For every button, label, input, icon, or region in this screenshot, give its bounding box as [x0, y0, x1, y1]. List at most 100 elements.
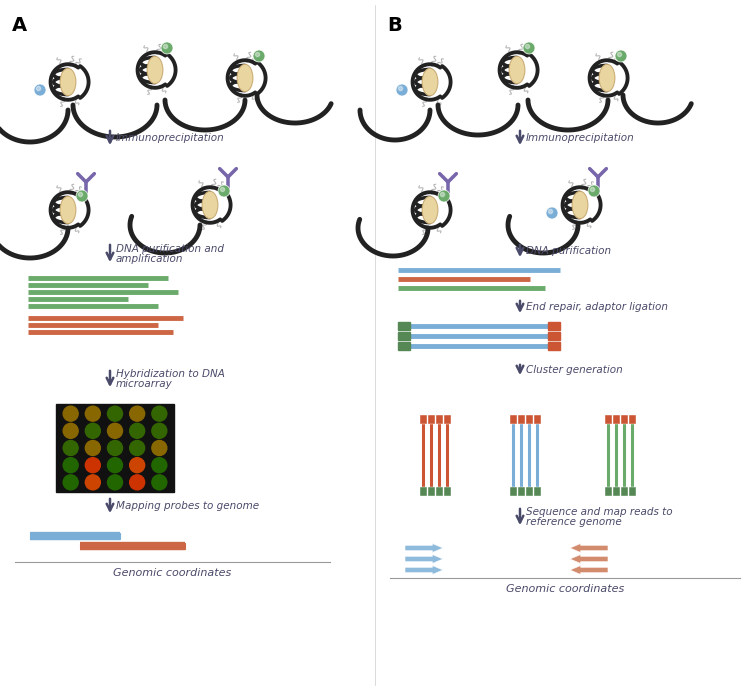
- Bar: [419, 415, 426, 424]
- Circle shape: [63, 441, 78, 455]
- Circle shape: [218, 185, 230, 197]
- Ellipse shape: [422, 197, 438, 224]
- Bar: [398, 322, 410, 330]
- Circle shape: [108, 457, 123, 473]
- Circle shape: [253, 50, 265, 62]
- Text: Mapping probes to genome: Mapping probes to genome: [116, 501, 259, 511]
- Ellipse shape: [147, 56, 163, 84]
- Circle shape: [85, 406, 100, 421]
- Circle shape: [152, 406, 167, 421]
- Bar: [526, 487, 533, 496]
- Text: microarray: microarray: [116, 379, 173, 389]
- Circle shape: [130, 457, 145, 473]
- Bar: [628, 415, 635, 424]
- Circle shape: [63, 406, 78, 421]
- Circle shape: [79, 192, 82, 197]
- Text: Hybridization to DNA: Hybridization to DNA: [116, 369, 225, 379]
- Circle shape: [108, 441, 123, 455]
- Bar: [435, 487, 443, 496]
- Bar: [628, 487, 635, 496]
- Ellipse shape: [572, 191, 588, 219]
- Bar: [443, 415, 450, 424]
- Text: Cluster generation: Cluster generation: [526, 365, 622, 375]
- Bar: [428, 487, 434, 496]
- Ellipse shape: [509, 56, 525, 84]
- Circle shape: [130, 406, 145, 421]
- Bar: [533, 415, 541, 424]
- Polygon shape: [405, 543, 443, 552]
- Ellipse shape: [202, 191, 218, 219]
- Circle shape: [220, 188, 225, 192]
- Text: End repair, adaptor ligation: End repair, adaptor ligation: [526, 302, 668, 312]
- Circle shape: [108, 406, 123, 421]
- Circle shape: [440, 192, 445, 197]
- Ellipse shape: [599, 64, 615, 91]
- Circle shape: [152, 424, 167, 438]
- Ellipse shape: [237, 64, 253, 91]
- Circle shape: [161, 42, 173, 54]
- Text: A: A: [12, 16, 27, 35]
- Bar: [518, 487, 524, 496]
- Circle shape: [152, 475, 167, 490]
- Bar: [56, 404, 174, 492]
- Circle shape: [63, 424, 78, 438]
- Ellipse shape: [60, 197, 76, 224]
- Ellipse shape: [422, 69, 438, 95]
- Circle shape: [108, 424, 123, 438]
- Bar: [435, 415, 443, 424]
- Bar: [443, 487, 450, 496]
- Circle shape: [63, 457, 78, 473]
- Bar: [419, 487, 426, 496]
- Polygon shape: [570, 554, 608, 563]
- Bar: [30, 533, 120, 539]
- Polygon shape: [405, 554, 443, 563]
- Circle shape: [255, 53, 260, 57]
- Circle shape: [152, 441, 167, 455]
- Circle shape: [34, 84, 46, 96]
- Polygon shape: [570, 543, 608, 552]
- Circle shape: [85, 475, 100, 490]
- Circle shape: [163, 44, 168, 48]
- Text: DNA purification: DNA purification: [526, 246, 611, 256]
- Bar: [533, 487, 541, 496]
- Bar: [398, 342, 410, 350]
- Bar: [620, 487, 628, 496]
- Bar: [548, 342, 560, 350]
- Circle shape: [63, 475, 78, 490]
- Text: Immunoprecipitation: Immunoprecipitation: [116, 133, 225, 143]
- Circle shape: [130, 475, 145, 490]
- Circle shape: [85, 441, 100, 455]
- Circle shape: [590, 188, 595, 192]
- Bar: [428, 415, 434, 424]
- Bar: [548, 332, 560, 340]
- Bar: [620, 415, 628, 424]
- Text: reference genome: reference genome: [526, 517, 622, 527]
- Bar: [509, 487, 517, 496]
- Circle shape: [108, 475, 123, 490]
- Circle shape: [85, 424, 100, 438]
- Bar: [518, 415, 524, 424]
- Text: DNA purification and: DNA purification and: [116, 244, 224, 253]
- Circle shape: [152, 457, 167, 473]
- Bar: [548, 322, 560, 330]
- Text: Genomic coordinates: Genomic coordinates: [113, 568, 231, 578]
- Circle shape: [615, 50, 627, 62]
- Circle shape: [588, 185, 600, 197]
- Circle shape: [85, 457, 100, 473]
- Circle shape: [525, 44, 530, 48]
- Bar: [398, 332, 410, 340]
- Bar: [604, 487, 611, 496]
- Text: B: B: [387, 16, 401, 35]
- Circle shape: [548, 210, 553, 214]
- Bar: [613, 487, 619, 496]
- Circle shape: [523, 42, 535, 54]
- Text: amplification: amplification: [116, 253, 184, 264]
- Circle shape: [76, 190, 88, 202]
- Circle shape: [130, 424, 145, 438]
- Bar: [526, 415, 533, 424]
- Polygon shape: [570, 565, 608, 574]
- Bar: [509, 415, 517, 424]
- Ellipse shape: [60, 69, 76, 95]
- Circle shape: [438, 190, 450, 202]
- Polygon shape: [405, 565, 443, 574]
